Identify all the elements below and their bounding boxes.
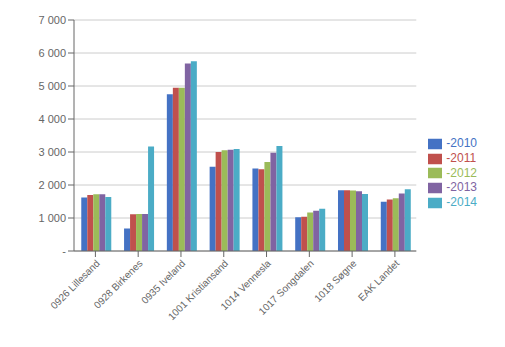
html-text:-2012: -2012 — [446, 165, 477, 180]
svg-text:0926 Lillesand: 0926 Lillesand — [48, 257, 102, 311]
html-text:-2010: -2010 — [446, 135, 477, 150]
svg-text:1 000: 1 000 — [38, 212, 66, 224]
svg-text:1001 Kristiansand: 1001 Kristiansand — [166, 258, 230, 322]
svg-text:1017 Songdalen: 1017 Songdalen — [256, 258, 315, 317]
svg-text:7 000: 7 000 — [38, 14, 66, 26]
svg-text:EAK Landet: EAK Landet — [356, 258, 402, 304]
svg-text:-: - — [62, 245, 66, 257]
svg-text:0928 Birkenes: 0928 Birkenes — [92, 258, 145, 311]
html-text:-2014: -2014 — [446, 195, 477, 210]
html-text:-2013: -2013 — [446, 180, 477, 195]
svg-text:3 000: 3 000 — [38, 146, 66, 158]
svg-text:6 000: 6 000 — [38, 47, 66, 59]
svg-text:0935 Iveland: 0935 Iveland — [139, 257, 188, 306]
svg-text:5 000: 5 000 — [38, 80, 66, 92]
svg-text:4 000: 4 000 — [38, 113, 66, 125]
svg-text:2 000: 2 000 — [38, 179, 66, 191]
svg-text:1014 Vennesla: 1014 Vennesla — [218, 257, 273, 313]
html-text:-2011: -2011 — [446, 150, 477, 165]
svg-text:1018 Søgne: 1018 Søgne — [312, 257, 359, 304]
